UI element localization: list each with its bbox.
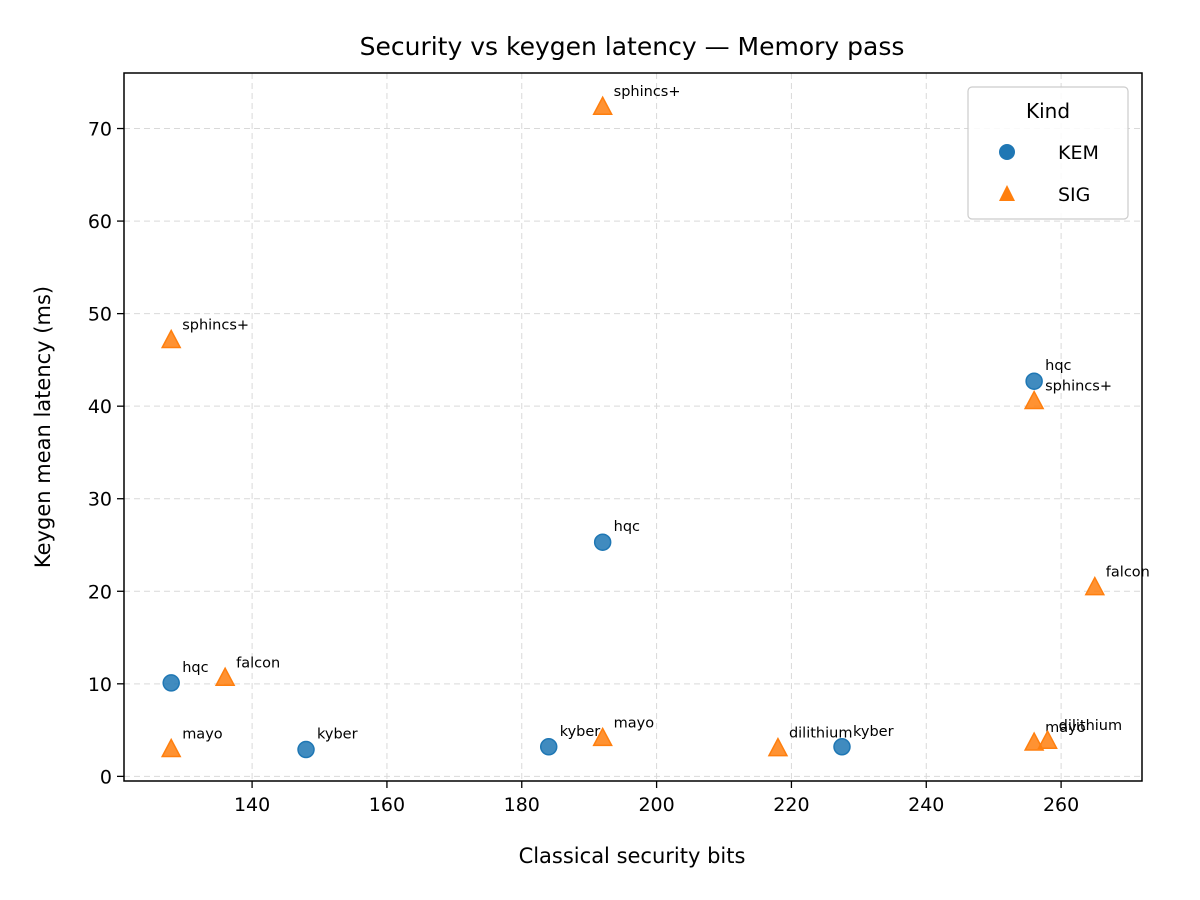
x-tick-label: 180: [504, 794, 540, 816]
x-tick-label: 140: [234, 794, 270, 816]
axes: 140 160 180 200 220 240 260 0 10 20 30 40 50 60 70: [88, 119, 1079, 816]
point-label: mayo: [614, 715, 655, 731]
data-points: hqc kyber kyber hqc kyber hqc sphincs+ mayo falc…: [160, 84, 1150, 759]
y-tick-label: 20: [88, 581, 112, 603]
sig-point: [1023, 731, 1045, 751]
point-label: mayo: [182, 727, 223, 743]
point-label: kyber: [560, 724, 601, 740]
legend-kem-marker: [999, 144, 1015, 160]
point-label: dilithium: [1059, 718, 1123, 734]
y-tick-label: 60: [88, 211, 112, 233]
sig-point: [1023, 389, 1045, 410]
point-label: sphincs+: [614, 84, 681, 100]
sig-point: [160, 737, 182, 758]
legend-sig-label: SIG: [1058, 184, 1090, 206]
point-label: hqc: [614, 519, 640, 535]
chart-title: Security vs keygen latency — Memory pass: [360, 32, 905, 61]
sig-point: [1084, 575, 1106, 596]
plot-frame: [123, 72, 1143, 782]
sig-point: [767, 737, 789, 757]
x-tick-label: 240: [908, 794, 944, 816]
kem-point: [539, 738, 558, 756]
sig-point: [214, 666, 236, 687]
y-tick-label: 40: [88, 396, 112, 418]
y-tick-label: 70: [88, 119, 112, 141]
sig-point: [592, 95, 613, 115]
kem-point: [593, 533, 612, 551]
x-tick-label: 200: [638, 794, 674, 816]
point-label: hqc: [182, 660, 208, 676]
y-axis-label: Keygen mean latency (ms): [31, 286, 55, 568]
kem-point: [1025, 372, 1043, 390]
point-label: kyber: [853, 724, 894, 740]
point-label: falcon: [236, 655, 280, 671]
x-axis-label: Classical security bits: [519, 844, 746, 868]
sig-point: [160, 328, 182, 349]
legend-kem-label: KEM: [1058, 142, 1099, 164]
y-tick-label: 10: [88, 674, 112, 696]
point-label: hqc: [1045, 358, 1071, 374]
kem-point: [297, 740, 315, 759]
y-tick-label: 0: [100, 766, 112, 788]
grid: [124, 73, 1142, 781]
legend: Kind KEM SIG: [967, 86, 1129, 220]
x-tick-label: 220: [773, 794, 809, 816]
y-tick-label: 30: [88, 489, 112, 511]
legend-sig-marker: [999, 185, 1015, 201]
point-label: sphincs+: [182, 317, 249, 333]
point-label: sphincs+: [1045, 379, 1112, 395]
sig-point: [1037, 729, 1058, 749]
x-tick-label: 260: [1043, 794, 1079, 816]
y-tick-label: 50: [88, 304, 112, 326]
point-label: kyber: [317, 727, 358, 743]
point-label: falcon: [1106, 565, 1150, 581]
kem-point: [833, 738, 851, 756]
sig-point: [592, 726, 613, 747]
x-tick-label: 160: [369, 794, 405, 816]
kem-point: [162, 674, 180, 692]
point-label: mayo: [1045, 720, 1086, 736]
point-label: dilithium: [789, 726, 853, 742]
legend-box: [967, 86, 1129, 220]
legend-title: Kind: [1026, 99, 1070, 123]
